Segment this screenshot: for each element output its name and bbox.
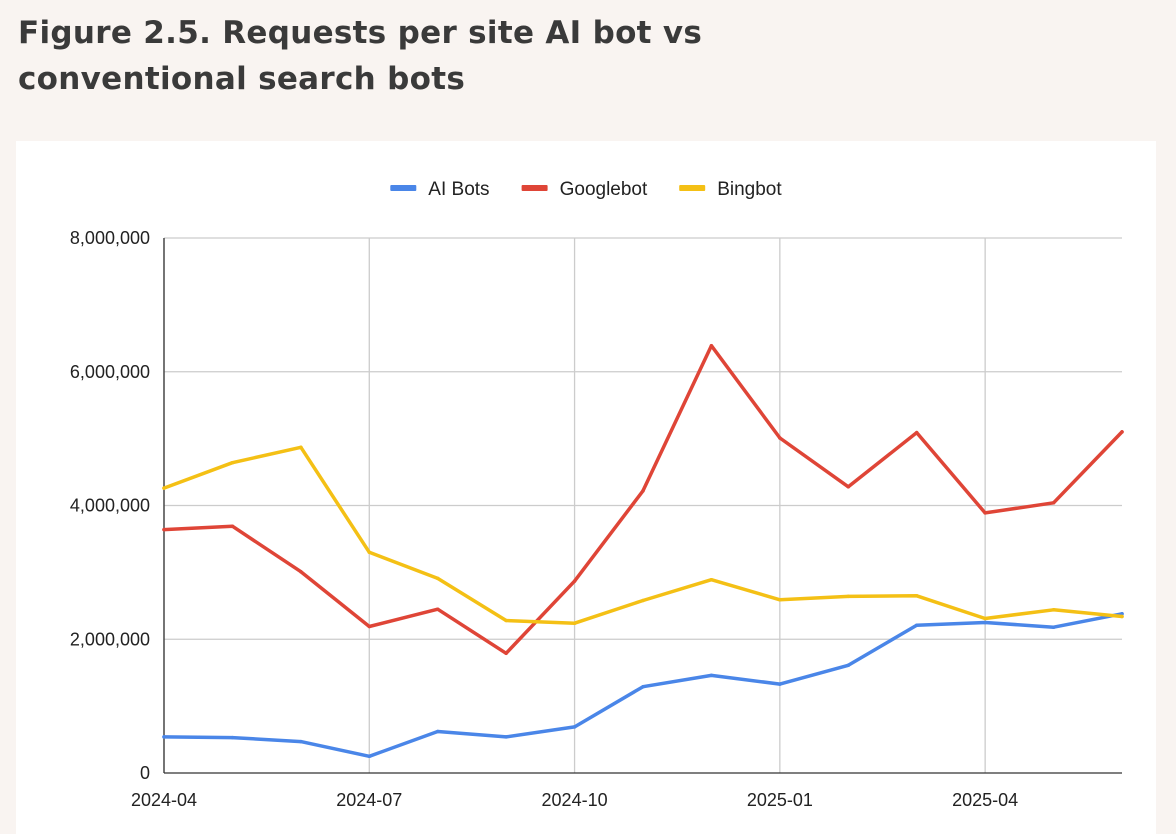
- data-point-bingbot: [709, 577, 714, 582]
- legend-swatch: [679, 185, 706, 191]
- data-point-bingbot: [435, 576, 440, 581]
- series-line-googlebot: [162, 343, 1124, 656]
- data-point-googlebot: [572, 579, 577, 583]
- legend-label: AI Bots: [428, 179, 489, 200]
- data-point-ai-bots: [299, 739, 303, 744]
- legend-item[interactable]: Bingbot: [679, 179, 782, 200]
- data-point-googlebot: [435, 607, 440, 611]
- data-point-bingbot: [846, 594, 851, 599]
- data-point-bingbot: [299, 445, 303, 450]
- x-tick-label: 2024-07: [336, 790, 402, 810]
- data-point-googlebot: [709, 343, 714, 348]
- data-point-ai-bots: [504, 735, 508, 739]
- data-point-googlebot: [983, 511, 987, 515]
- data-point-googlebot: [1051, 501, 1056, 505]
- data-point-bingbot: [1051, 608, 1056, 612]
- data-point-ai-bots: [1051, 625, 1056, 629]
- data-point-googlebot: [162, 527, 166, 532]
- data-point-bingbot: [983, 616, 987, 621]
- data-point-ai-bots: [914, 623, 919, 627]
- data-point-ai-bots: [435, 729, 440, 734]
- series-line-bingbot: [162, 445, 1124, 625]
- data-point-googlebot: [367, 624, 372, 629]
- legend-swatch: [521, 185, 548, 191]
- y-tick-label: 2,000,000: [70, 629, 150, 649]
- data-point-ai-bots: [230, 735, 235, 740]
- data-point-ai-bots: [367, 754, 372, 759]
- data-point-bingbot: [572, 621, 577, 625]
- data-point-googlebot: [1120, 430, 1124, 434]
- x-tick-label: 2025-01: [747, 790, 813, 810]
- x-tick-label: 2025-04: [952, 790, 1018, 810]
- data-point-ai-bots: [709, 673, 714, 678]
- x-tick-label: 2024-10: [542, 790, 608, 810]
- data-point-googlebot: [846, 485, 851, 489]
- data-point-bingbot: [778, 598, 782, 602]
- legend-item[interactable]: Googlebot: [521, 179, 648, 200]
- data-point-googlebot: [299, 569, 303, 574]
- data-point-ai-bots: [641, 684, 645, 689]
- y-tick-label: 0: [140, 763, 150, 783]
- data-point-ai-bots: [778, 682, 782, 686]
- legend-swatch: [390, 185, 417, 191]
- x-tick-label: 2024-04: [131, 790, 197, 810]
- data-point-bingbot: [162, 486, 166, 490]
- data-point-bingbot: [914, 594, 919, 598]
- data-point-ai-bots: [572, 725, 577, 729]
- data-point-googlebot: [778, 436, 782, 440]
- line-chart: 0 2,000,000 4,000,000 6,000,000 8,000,000 202…: [70, 179, 1124, 810]
- legend-label: Bingbot: [717, 179, 782, 200]
- data-point-ai-bots: [846, 663, 851, 668]
- data-point-bingbot: [504, 618, 508, 623]
- data-point-googlebot: [504, 651, 508, 656]
- y-tick-label: 6,000,000: [70, 362, 150, 382]
- data-point-bingbot: [367, 550, 372, 555]
- series-lines: [162, 343, 1124, 759]
- data-point-googlebot: [230, 524, 235, 528]
- data-point-bingbot: [641, 598, 645, 603]
- y-tick-label: 8,000,000: [70, 228, 150, 248]
- figure-title: Figure 2.5. Requests per site AI bot vs …: [18, 15, 703, 97]
- legend-label: Googlebot: [560, 179, 648, 200]
- data-point-googlebot: [641, 489, 645, 493]
- data-point-ai-bots: [162, 735, 166, 739]
- legend: AI Bots Googlebot Bingbot: [390, 179, 782, 200]
- chart-card: 0 2,000,000 4,000,000 6,000,000 8,000,000 202…: [16, 141, 1156, 834]
- y-tick-label: 4,000,000: [70, 496, 150, 516]
- axes: 0 2,000,000 4,000,000 6,000,000 8,000,000 202…: [70, 228, 1122, 810]
- data-point-googlebot: [914, 430, 919, 435]
- data-point-bingbot: [230, 460, 235, 465]
- data-point-ai-bots: [983, 620, 987, 625]
- data-point-bingbot: [1120, 614, 1124, 619]
- legend-item[interactable]: AI Bots: [390, 179, 490, 200]
